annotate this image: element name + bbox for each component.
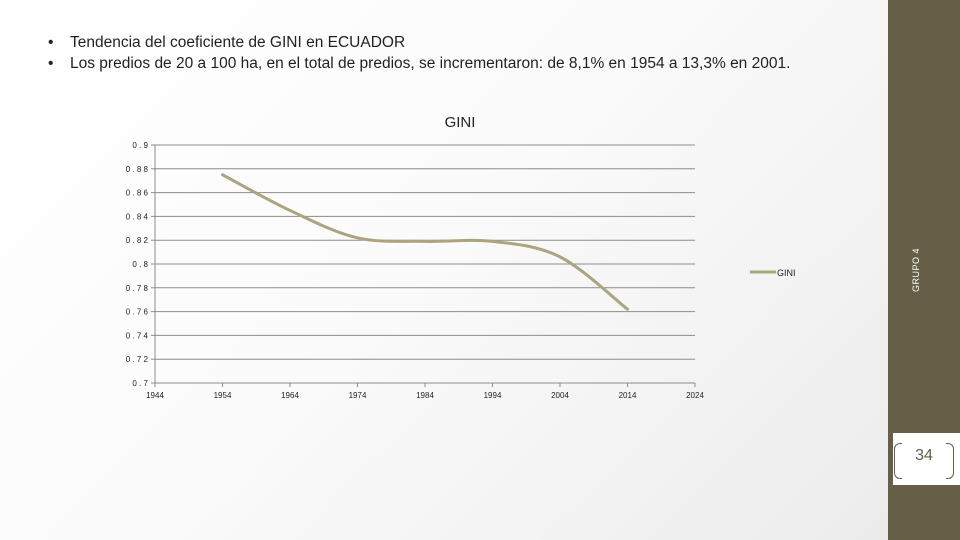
side-label: GRUPO 4 [911,247,921,293]
x-tick-label: 1964 [281,391,299,400]
x-tick-label: 1994 [484,391,502,400]
bracket-left [894,443,902,479]
y-tick-label: 0 . 9 [132,141,148,150]
chart-title: GINI [444,114,476,131]
bullet-item: Tendencia del coeficiente de GINI en ECU… [48,32,790,53]
bullet-list: Tendencia del coeficiente de GINI en ECU… [48,32,790,74]
axes [151,144,696,387]
y-tick-label: 0 . 8 8 [126,165,149,174]
x-tick-labels: 1944 1954 1964 1974 1984 1994 2004 2014 2024 [146,391,704,400]
bracket-right [946,443,954,479]
series-lines [221,173,629,311]
x-tick-label: 2024 [686,391,704,400]
gini-line-chart: 0 . 9 0 . 8 8 0 . 8 6 0 . 8 4 0 . 8 2 0 . 8 0 … [126,141,796,400]
y-tick-label: 0 . 8 2 [126,236,149,245]
y-tick-label: 0 . 7 8 [126,284,149,293]
y-tick-label: 0 . 8 6 [126,189,149,198]
x-tick-label: 1954 [214,391,232,400]
slide-background [0,0,888,540]
legend-label: GINI [777,268,796,278]
x-tick-label: 2014 [619,391,637,400]
series-line-gini [221,173,629,311]
y-tick-label: 0 . 7 [132,379,148,388]
x-tick-label: 2004 [551,391,569,400]
legend: GINI [750,268,796,278]
y-tick-label: 0 . 8 [132,260,148,269]
y-tick-labels: 0 . 9 0 . 8 8 0 . 8 6 0 . 8 4 0 . 8 2 0 . 8 0 … [126,141,149,388]
page-number: 34 [915,447,933,464]
y-tick-label: 0 . 7 2 [126,355,149,364]
y-tick-label: 0 . 7 4 [126,331,149,340]
bullet-item: Los predios de 20 a 100 ha, en el total … [48,53,790,74]
x-tick-label: 1944 [146,391,164,400]
y-tick-label: 0 . 7 6 [126,308,149,317]
y-tick-label: 0 . 8 4 [126,212,149,221]
x-tick-label: 1974 [349,391,367,400]
grid-lines [155,144,695,360]
x-tick-label: 1984 [416,391,434,400]
